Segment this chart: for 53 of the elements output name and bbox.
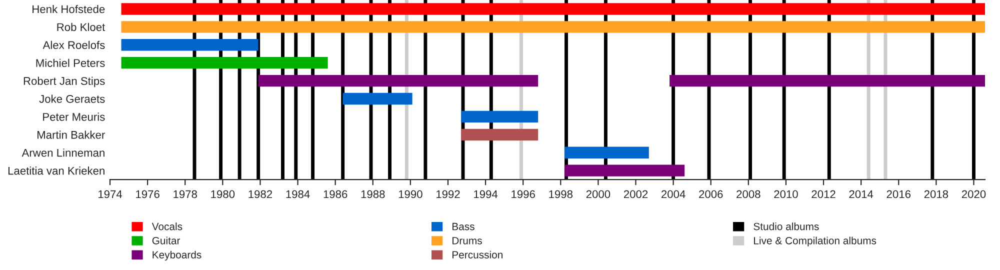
- x-tick-label: 1994: [474, 190, 498, 198]
- x-tick-label: 1986: [324, 190, 348, 198]
- x-tick-label: 2008: [736, 190, 760, 198]
- x-tick-label: 1974: [98, 190, 122, 198]
- x-tick-label: 2004: [662, 190, 686, 198]
- x-tick-label: 2010: [774, 190, 798, 198]
- bar: [121, 57, 328, 69]
- legend-label: Drums: [452, 237, 482, 244]
- bar: [564, 164, 685, 176]
- x-tick-label: 2006: [699, 190, 723, 198]
- legend-label: Percussion: [452, 250, 502, 258]
- y-tick-label: Alex Roelofs: [42, 40, 105, 50]
- x-tick-label: 2014: [849, 190, 874, 198]
- bar: [258, 74, 538, 87]
- bar: [461, 128, 538, 140]
- x-tick-label: 2012: [812, 190, 836, 198]
- x-tick-label: 1976: [136, 190, 160, 198]
- x-tick-label: 1992: [436, 190, 460, 198]
- y-tick-label: Martin Bakker: [38, 130, 105, 139]
- x-tick-label: 1990: [398, 190, 422, 198]
- y-tick-label: Henk Hofstede: [32, 4, 105, 14]
- y-tick-label: Joke Geraets: [39, 94, 105, 103]
- y-tick-label: Peter Meuris: [43, 112, 105, 121]
- x-tick-label: 1982: [248, 190, 272, 198]
- bar: [461, 110, 538, 123]
- y-tick-label: Robert Jan Stips: [24, 76, 105, 88]
- x-tick-label: 1988: [361, 190, 385, 198]
- x-tick-label: 1996: [512, 190, 535, 198]
- x-tick-label: 1978: [174, 190, 197, 198]
- legend-label: Vocals: [152, 222, 182, 230]
- legend-label: Bass: [452, 222, 474, 230]
- x-tick-label: 1980: [211, 190, 235, 198]
- y-tick-label: Arwen Linneman: [22, 148, 104, 157]
- y-tick-label: Michiel Peters: [36, 58, 105, 67]
- legend-label: Keyboards: [152, 250, 202, 261]
- bar: [564, 146, 649, 158]
- bar: [342, 92, 412, 105]
- legend-label: Studio albums: [754, 222, 819, 230]
- bar: [121, 3, 985, 15]
- x-tick-label: 1998: [549, 190, 573, 198]
- bar: [121, 21, 985, 33]
- x-tick-label: 1984: [286, 190, 310, 198]
- x-tick-label: 2016: [886, 190, 910, 198]
- bar: [121, 39, 258, 51]
- x-tick-label: 2020: [962, 190, 986, 198]
- legend-label: Guitar: [152, 236, 180, 244]
- bar: [670, 74, 985, 87]
- x-tick-label: 2002: [624, 190, 648, 198]
- x-tick-label: 2000: [586, 190, 610, 198]
- y-tick-label: Rob Kloet: [57, 22, 106, 32]
- y-tick-label: Laetitia van Krieken: [8, 166, 104, 175]
- legend-label: Live & Compilation albums: [754, 236, 876, 246]
- x-tick-label: 2018: [924, 190, 948, 198]
